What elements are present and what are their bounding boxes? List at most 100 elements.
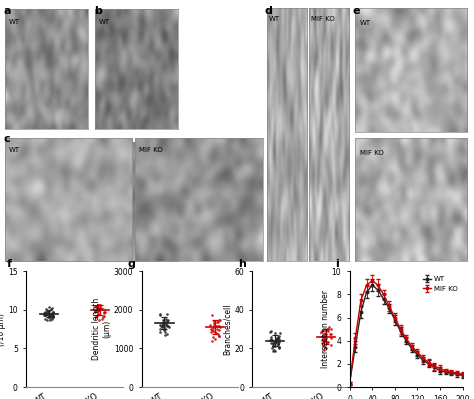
Point [45, 309, 52, 315]
Point [48, 312, 56, 319]
Point [269, 342, 277, 349]
Point [275, 333, 283, 340]
Point [40, 312, 48, 318]
Text: h: h [238, 259, 246, 269]
Point [46, 311, 54, 318]
Point [157, 323, 164, 329]
Point [209, 338, 216, 344]
Legend: WT, MIF KO: WT, MIF KO [422, 275, 459, 293]
Point [267, 336, 275, 342]
Point [157, 329, 164, 335]
Point [92, 314, 100, 321]
Point [215, 332, 223, 339]
Text: MIF KO: MIF KO [99, 151, 123, 157]
Point [47, 305, 55, 312]
Point [162, 316, 170, 322]
Point [320, 336, 328, 343]
Point [49, 309, 57, 315]
Point [272, 330, 279, 336]
Point [163, 311, 171, 317]
Y-axis label: Dendritic length
(μm): Dendritic length (μm) [92, 298, 112, 360]
Point [95, 305, 102, 312]
Point [321, 331, 328, 338]
Point [325, 326, 332, 333]
Point [91, 309, 99, 316]
Point [159, 322, 166, 328]
Point [41, 308, 49, 315]
Point [212, 330, 219, 336]
Point [156, 312, 164, 318]
Text: f: f [7, 259, 12, 269]
Point [266, 336, 274, 343]
Text: MIF KO: MIF KO [311, 16, 335, 22]
Point [275, 339, 283, 346]
Text: MIF KO: MIF KO [360, 150, 384, 156]
Point [43, 316, 51, 323]
Point [165, 324, 173, 330]
Point [325, 324, 333, 330]
Point [209, 334, 216, 340]
Point [164, 319, 171, 325]
Point [275, 344, 283, 350]
Point [320, 339, 328, 345]
Point [327, 342, 335, 348]
Point [318, 329, 325, 336]
Point [320, 336, 328, 342]
Point [324, 338, 331, 345]
Point [101, 309, 109, 315]
Point [98, 316, 106, 322]
Point [92, 302, 100, 309]
Text: b: b [94, 6, 102, 16]
Point [44, 314, 52, 320]
Point [274, 339, 282, 345]
Text: d: d [264, 6, 273, 16]
Point [93, 313, 101, 319]
Point [271, 343, 278, 350]
Point [45, 311, 53, 318]
Point [162, 322, 170, 328]
Point [208, 326, 215, 332]
Point [269, 343, 276, 349]
Point [215, 323, 222, 329]
Point [211, 336, 219, 342]
Point [319, 337, 326, 344]
Point [159, 316, 166, 323]
Point [215, 331, 222, 338]
Point [267, 328, 275, 334]
Text: WT: WT [360, 20, 371, 26]
Point [267, 329, 274, 336]
Point [320, 347, 328, 353]
Point [216, 333, 223, 340]
Text: g: g [128, 259, 135, 269]
Point [210, 322, 218, 328]
Point [41, 311, 48, 318]
Point [274, 340, 282, 347]
Point [156, 322, 164, 328]
Point [42, 312, 50, 318]
Point [324, 339, 332, 346]
Point [272, 348, 279, 354]
Point [210, 325, 217, 331]
Point [268, 345, 275, 352]
Point [156, 311, 164, 318]
Point [42, 315, 49, 322]
Point [96, 305, 104, 311]
Point [211, 329, 219, 335]
Point [162, 321, 170, 328]
Point [95, 307, 103, 314]
Point [270, 341, 277, 347]
Y-axis label: Intersection number: Intersection number [320, 290, 329, 368]
Point [99, 314, 107, 320]
Point [267, 334, 275, 340]
Point [96, 306, 104, 312]
Point [322, 335, 330, 342]
Point [95, 317, 103, 323]
Point [45, 312, 53, 319]
Point [273, 337, 281, 344]
Point [327, 331, 334, 338]
Point [214, 326, 221, 332]
Point [43, 308, 51, 314]
Point [46, 312, 53, 318]
Point [91, 308, 99, 315]
Point [322, 345, 330, 351]
